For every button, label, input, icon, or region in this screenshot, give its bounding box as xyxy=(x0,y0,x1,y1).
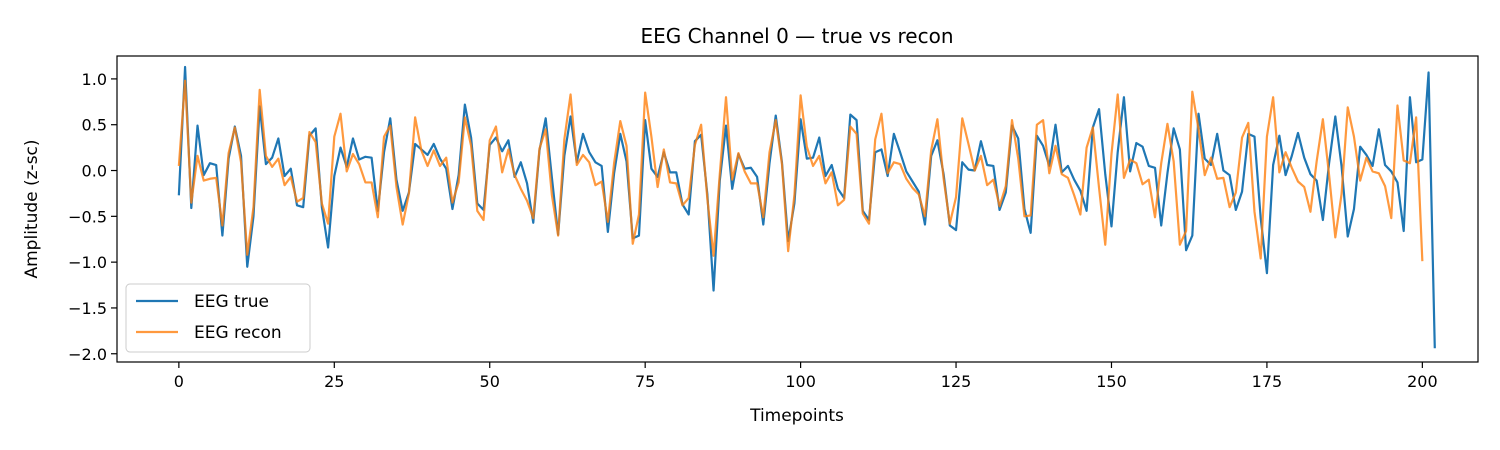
x-tick-label: 125 xyxy=(941,372,972,391)
series-line-eeg-recon xyxy=(177,79,1424,262)
legend-label-eeg-recon: EEG recon xyxy=(194,323,282,343)
y-tick-label: −0.5 xyxy=(68,207,107,226)
x-tick-label: 150 xyxy=(1096,372,1127,391)
y-tick-label: −1.5 xyxy=(68,299,107,318)
x-axis-label: Timepoints xyxy=(749,406,844,426)
x-tick-label: 100 xyxy=(785,372,816,391)
x-tick-label: 0 xyxy=(174,372,184,391)
x-tick-label: 50 xyxy=(480,372,500,391)
x-tick-label: 175 xyxy=(1252,372,1283,391)
axes-frame xyxy=(116,55,1479,363)
y-tick-label: 1.0 xyxy=(82,70,107,89)
y-tick-label: −2.0 xyxy=(68,345,107,364)
y-tick-label: 0.5 xyxy=(82,116,107,135)
y-tick-label: −1.0 xyxy=(68,253,107,272)
y-axis-label: Amplitude (z-sc) xyxy=(22,139,42,278)
y-axis: 1.0 0.5 0.0 −0.5 −1.0 −1.5 −2.0 xyxy=(68,70,117,364)
x-tick-label: 200 xyxy=(1407,372,1438,391)
y-tick-label: 0.0 xyxy=(82,162,107,181)
legend: EEG true EEG recon xyxy=(125,283,311,353)
x-tick-label: 25 xyxy=(324,372,344,391)
x-tick-label: 75 xyxy=(635,372,655,391)
legend-label-eeg-true: EEG true xyxy=(194,292,269,312)
plot-lines xyxy=(177,65,1436,349)
x-axis: 0 25 50 75 100 125 150 175 200 xyxy=(174,362,1438,391)
chart-title: EEG Channel 0 — true vs recon xyxy=(640,24,953,48)
